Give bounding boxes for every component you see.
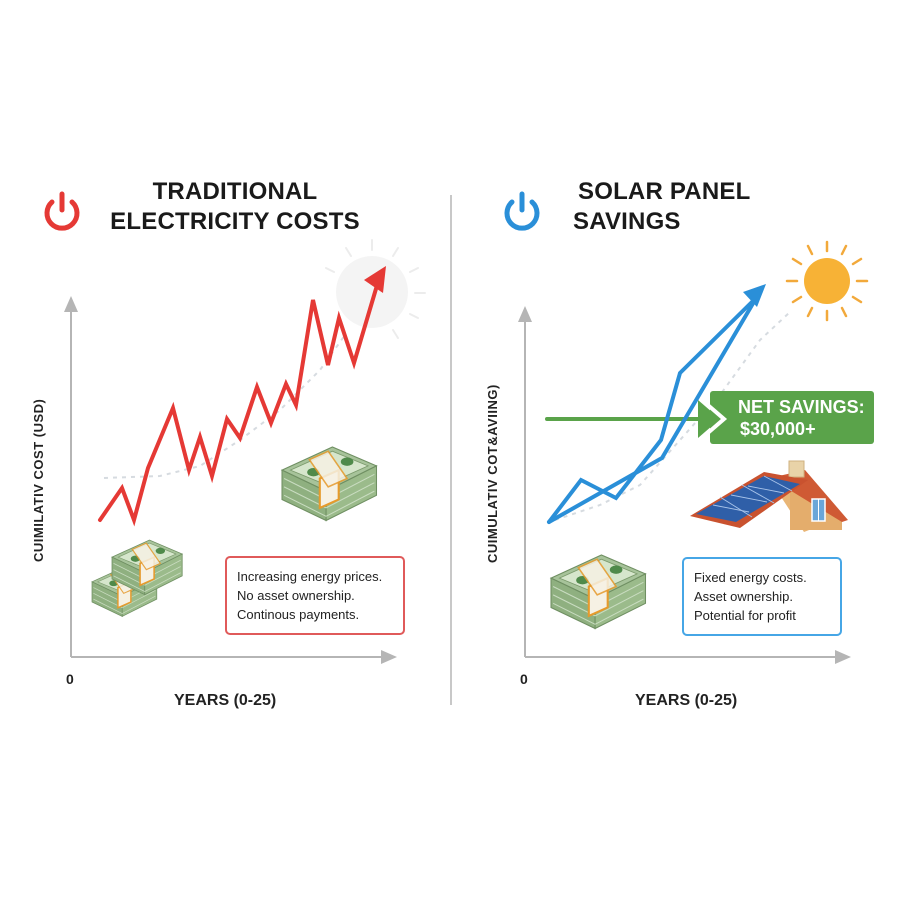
right-y-axis-label: CUIMULATIV COT&AVIING) (485, 384, 500, 563)
callout-line: No asset ownership. (237, 588, 355, 603)
callout-line: Asset ownership. (694, 589, 793, 604)
faded-sun-icon (325, 239, 426, 339)
right-x-axis-label: YEARS (0-25) (635, 692, 738, 709)
solar-callout: Fixed energy costs. Asset ownership. Pot… (682, 557, 842, 636)
traditional-cost-arrowhead (364, 266, 386, 293)
solar-savings-line-b (547, 298, 757, 524)
left-origin-label: 0 (66, 671, 74, 687)
chart-title: TRADITIONAL ELECTRICITY COSTS (105, 177, 365, 237)
cash-stack-icon (280, 445, 378, 522)
net-savings-label: NET SAVINGS: (738, 397, 865, 417)
sun-icon (785, 240, 869, 322)
net-savings-badge: NET SAVINGS: $30,000+ (710, 391, 874, 444)
left-x-axis-label: YEARS (0-25) (174, 692, 277, 709)
solar-savings-arrowhead (743, 284, 766, 307)
traditional-costs-panel: TRADITIONAL ELECTRICITY COSTS (44, 177, 365, 237)
left-y-axis (64, 296, 78, 657)
traditional-callout: Increasing energy prices. No asset owner… (225, 556, 405, 635)
solar-savings-panel: SOLAR PANEL SAVINGS (450, 0, 900, 900)
right-origin-label: 0 (520, 671, 528, 687)
power-icon (44, 191, 80, 231)
left-trend-line (103, 334, 346, 479)
left-x-axis (71, 650, 397, 664)
traditional-cost-line (98, 280, 380, 527)
left-y-axis-label: CUIMILATIV COST (USD) (31, 398, 46, 562)
right-trend-line (554, 311, 791, 521)
title-line-2: ELECTRICITY COSTS (110, 208, 360, 235)
title-line-1: TRADITIONAL (152, 178, 318, 205)
title-line-2: SAVINGS (573, 208, 681, 235)
cash-stack-icon (549, 553, 647, 630)
solar-savings-line-a (547, 294, 760, 524)
callout-line: Increasing energy prices. (237, 569, 383, 584)
panel-divider (450, 195, 452, 705)
right-y-axis (518, 306, 532, 657)
net-savings-value: $30,000+ (740, 419, 816, 439)
right-x-axis (525, 650, 851, 664)
callout-line: Fixed energy costs. (694, 570, 807, 585)
solar-house-icon (690, 460, 848, 532)
power-icon (504, 191, 540, 231)
title-line-1: SOLAR PANEL (578, 178, 751, 205)
chart-title: SOLAR PANEL SAVINGS (573, 177, 750, 237)
callout-line: Potential for profit (694, 608, 796, 623)
callout-line: Continous payments. (237, 607, 360, 622)
